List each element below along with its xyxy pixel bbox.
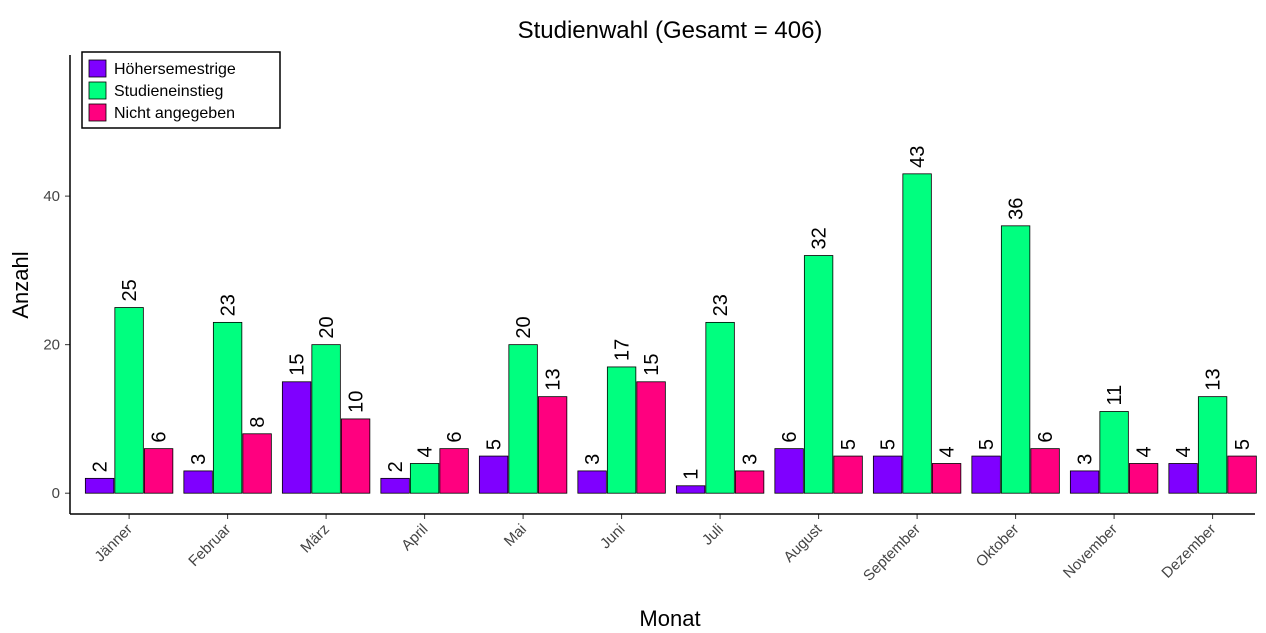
value-label: 10 [346, 391, 368, 413]
value-label: 6 [779, 432, 801, 443]
bar [606, 366, 637, 494]
legend-label: Höhersemestrige [114, 61, 236, 78]
legend-swatch [88, 103, 107, 122]
value-label: 2 [90, 461, 112, 472]
x-tick-label: Jänner [91, 521, 135, 565]
bar [872, 455, 903, 494]
legend-swatch [88, 81, 107, 100]
x-tick-label: Dezember [1158, 521, 1219, 582]
bar [1168, 463, 1198, 494]
bar [409, 463, 440, 494]
x-tick-label: September [860, 521, 924, 585]
bar [577, 470, 607, 494]
value-label: 3 [188, 454, 210, 465]
bar [734, 470, 765, 494]
bar [340, 418, 371, 494]
bar [242, 433, 272, 494]
value-label: 3 [1075, 454, 1097, 465]
bar [1197, 396, 1228, 494]
value-label: 13 [1203, 368, 1225, 390]
value-label: 4 [415, 446, 437, 457]
bar [1069, 470, 1100, 494]
value-label: 23 [710, 294, 732, 316]
value-label: 5 [838, 439, 860, 450]
bar [1227, 455, 1257, 494]
x-tick-label: Mai [501, 521, 530, 550]
value-label: 2 [385, 461, 407, 472]
x-axis-label: Monat [639, 606, 700, 631]
value-label: 5 [1232, 439, 1254, 450]
value-label: 4 [1134, 446, 1156, 457]
value-label: 11 [1104, 385, 1126, 406]
bar [183, 470, 213, 494]
x-tick-label: April [398, 521, 431, 554]
bar [705, 321, 735, 494]
legend-swatch [88, 59, 107, 78]
bar [833, 455, 863, 494]
y-axis-label: Anzahl [8, 251, 33, 318]
value-label: 32 [809, 227, 831, 249]
bar [143, 448, 174, 494]
value-label: 8 [247, 417, 269, 428]
chart-title: Studienwahl (Gesamt = 406) [518, 17, 823, 44]
value-label: 5 [878, 439, 900, 450]
bar [931, 463, 962, 494]
bar [311, 344, 341, 494]
value-label: 6 [444, 432, 466, 443]
value-label: 25 [119, 279, 141, 301]
bar [281, 381, 312, 494]
bar [114, 307, 144, 494]
value-label: 3 [740, 454, 762, 465]
legend-label: Studieneinstieg [114, 83, 223, 100]
value-label: 17 [612, 339, 634, 361]
bar [537, 396, 568, 494]
value-label: 20 [316, 316, 338, 338]
value-label: 15 [287, 354, 309, 376]
value-label: 3 [582, 454, 604, 465]
value-label: 4 [937, 446, 959, 457]
bar [1099, 411, 1129, 494]
value-label: 6 [149, 432, 171, 443]
y-tick-label: 40 [43, 188, 60, 205]
value-label: 20 [513, 316, 535, 338]
value-label: 6 [1035, 432, 1057, 443]
x-tick-label: Oktober [973, 521, 1023, 571]
bar [803, 255, 834, 494]
x-tick-label: Juli [699, 521, 727, 549]
x-tick-label: März [297, 521, 333, 557]
value-label: 36 [1006, 198, 1028, 220]
value-label: 13 [543, 368, 565, 390]
bar [1000, 225, 1031, 494]
value-label: 5 [484, 439, 506, 450]
legend-label: Nicht angegeben [114, 105, 235, 122]
value-label: 4 [1173, 446, 1195, 457]
x-tick-label: Juni [597, 521, 628, 552]
bar [675, 485, 706, 494]
bar [478, 455, 509, 494]
value-label: 1 [681, 469, 703, 480]
bar [439, 448, 469, 494]
bar [902, 173, 932, 494]
value-label: 23 [218, 294, 240, 316]
x-tick-label: November [1060, 521, 1121, 582]
bar [84, 477, 115, 494]
bar [774, 448, 804, 494]
value-label: 43 [907, 146, 929, 168]
value-label: 5 [976, 439, 998, 450]
legend-box [81, 51, 281, 129]
bar [1128, 463, 1159, 494]
bar [971, 455, 1001, 494]
bar [636, 381, 666, 494]
bar [380, 477, 410, 494]
bar [508, 344, 538, 494]
value-label: 15 [641, 354, 663, 376]
y-tick-label: 20 [43, 337, 60, 354]
bar [1030, 448, 1060, 494]
bar [212, 321, 243, 494]
y-tick-label: 0 [52, 485, 60, 502]
x-tick-label: Februar [185, 521, 234, 570]
x-tick-label: August [780, 520, 826, 566]
